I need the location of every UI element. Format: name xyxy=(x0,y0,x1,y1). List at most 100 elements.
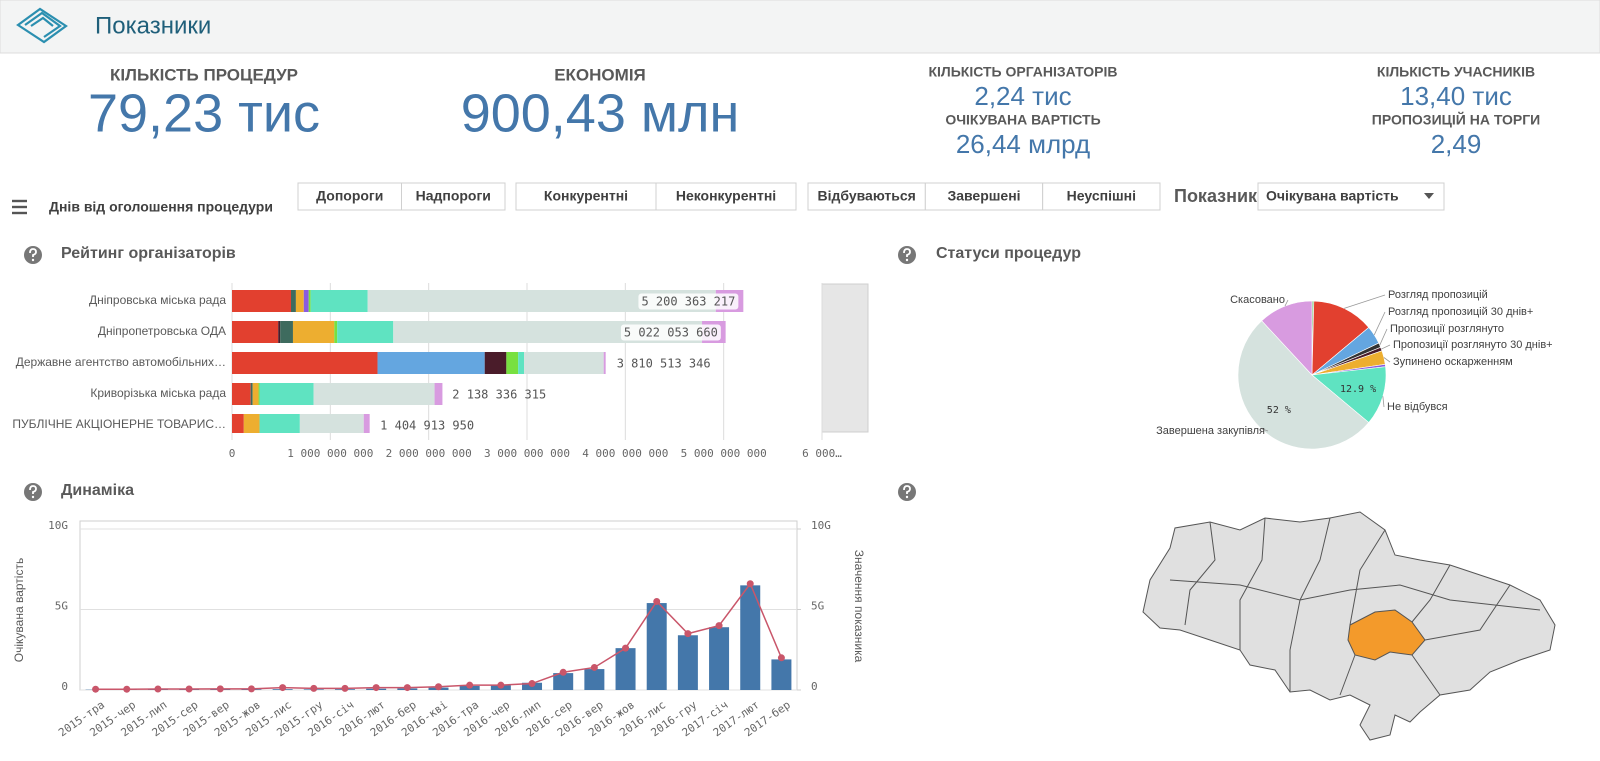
line-point xyxy=(529,680,536,687)
bar-segment xyxy=(232,383,251,405)
filter-button-label[interactable]: Конкурентні xyxy=(544,188,628,204)
pie-label: Розгляд пропозицій 30 днів+ xyxy=(1388,306,1533,318)
bar-segment xyxy=(337,321,393,343)
y-tick-label: 5G xyxy=(55,600,68,613)
leader-line xyxy=(1383,396,1384,407)
line-point xyxy=(341,685,348,692)
y-tick-label: Дніпропетровська ОДА xyxy=(98,324,226,338)
line-point xyxy=(310,685,317,692)
selector-value[interactable]: Очікувана вартість xyxy=(1266,188,1399,204)
pie-label: Розгляд пропозицій xyxy=(1388,289,1488,301)
bar-segment xyxy=(314,383,435,405)
line-point xyxy=(653,598,660,605)
bar xyxy=(616,648,636,690)
bar-segment xyxy=(278,321,280,343)
panel-title: Рейтинг організаторів xyxy=(61,245,236,262)
y-tick-label: Державне агентство автомобільних… xyxy=(16,355,226,369)
pie-label: Зупинено оскарженням xyxy=(1393,356,1513,368)
kpi-value: 900,43 млн xyxy=(461,83,740,143)
bar xyxy=(771,659,791,690)
help-icon[interactable] xyxy=(898,246,916,264)
y2-tick-label: 0 xyxy=(811,680,818,693)
bar-segment xyxy=(260,383,314,405)
page-title: Показники xyxy=(95,12,211,39)
filter-button-label[interactable]: Неуспішні xyxy=(1067,188,1136,204)
line-point xyxy=(622,645,629,652)
kpi-value: 2,49 xyxy=(1431,129,1482,159)
x-tick-label: 5 000 000 000 xyxy=(681,447,767,460)
help-icon[interactable] xyxy=(24,483,42,501)
bar-segment xyxy=(518,352,524,374)
bar-segment xyxy=(280,321,293,343)
leader-line xyxy=(1344,295,1385,308)
line-point xyxy=(217,685,224,692)
bar-segment xyxy=(524,352,604,374)
y-axis-title: Очікувана вартість xyxy=(12,558,26,662)
bar-segment xyxy=(485,352,507,374)
pie-label: Завершена закупівля xyxy=(1156,425,1265,437)
bar-segment xyxy=(304,290,309,312)
total-label: 5 022 053 660 xyxy=(624,326,718,340)
pie-label: Пропозиції розглянуто 30 днів+ xyxy=(1393,339,1553,351)
kpi-label: КІЛЬКІСТЬ ОРГАНІЗАТОРІВ xyxy=(928,64,1117,80)
line-point xyxy=(591,664,598,671)
filter-button-label[interactable]: Відбуваються xyxy=(817,188,915,204)
leader-line xyxy=(1380,329,1387,345)
filter-button-label[interactable]: Допороги xyxy=(316,188,383,204)
filter-button-label[interactable]: Завершені xyxy=(947,188,1020,204)
filter-button-label[interactable]: Надпороги xyxy=(416,188,491,204)
line-point xyxy=(778,654,785,661)
bar xyxy=(647,603,667,690)
y2-tick-label: 10G xyxy=(811,519,831,532)
pie-label: Скасовано xyxy=(1230,294,1285,306)
bar-segment xyxy=(232,414,244,436)
bar-segment xyxy=(244,414,260,436)
bar-plot: 5 200 363 217 5 022 053 660 3 810 513 346 2… xyxy=(232,290,743,436)
scrollbar[interactable] xyxy=(822,284,868,432)
y-tick-label: 0 xyxy=(61,680,68,693)
y-tick-label: Криворізька міська рада xyxy=(90,386,226,400)
help-icon[interactable] xyxy=(898,483,916,501)
panel-title: Динаміка xyxy=(61,482,134,499)
bar-segment xyxy=(435,383,443,405)
total-label: 5 200 363 217 xyxy=(641,295,735,309)
x-tick-label: 0 xyxy=(229,447,236,460)
total-label: 2 138 336 315 xyxy=(452,388,546,402)
line-point xyxy=(747,580,754,587)
bar-segment xyxy=(309,290,311,312)
line-point xyxy=(497,682,504,689)
bar-segment xyxy=(232,290,291,312)
kpi-value: 79,23 тис xyxy=(88,83,320,143)
value-label: 52 % xyxy=(1267,405,1291,416)
filter-button-label[interactable]: Неконкурентні xyxy=(676,188,776,204)
kpi-label: ПРОПОЗИЦІЙ НА ТОРГИ xyxy=(1372,111,1541,128)
line-point xyxy=(92,686,99,693)
selector-label: Показник xyxy=(1174,186,1258,206)
line-point xyxy=(248,685,255,692)
leader-line xyxy=(1381,345,1390,349)
help-icon[interactable] xyxy=(24,246,42,264)
line-point xyxy=(716,622,723,629)
bar-segment xyxy=(259,383,260,405)
pie-label: Пропозиції розглянуто xyxy=(1390,323,1504,335)
line-point xyxy=(466,682,473,689)
bar-segment xyxy=(311,290,368,312)
bar-segment xyxy=(253,383,259,405)
total-label: 3 810 513 346 xyxy=(617,357,711,371)
bar-segment xyxy=(251,383,253,405)
menu-icon[interactable] xyxy=(12,201,27,213)
bar-segment xyxy=(291,290,296,312)
x-tick-label: 3 000 000 000 xyxy=(484,447,570,460)
line-point xyxy=(684,630,691,637)
line-point xyxy=(279,684,286,691)
kpi-label: КІЛЬКІСТЬ УЧАСНИКІВ xyxy=(1377,64,1535,80)
line-point xyxy=(373,684,380,691)
kpi-value: 13,40 тис xyxy=(1400,81,1512,111)
bar xyxy=(709,627,729,690)
bar-segment xyxy=(300,414,364,436)
x-tick-label: 6 000… xyxy=(802,447,842,460)
bar-segment xyxy=(296,290,304,312)
leader-line xyxy=(1374,312,1385,335)
kpi-label: ОЧІКУВАНА ВАРТІСТЬ xyxy=(945,112,1100,128)
